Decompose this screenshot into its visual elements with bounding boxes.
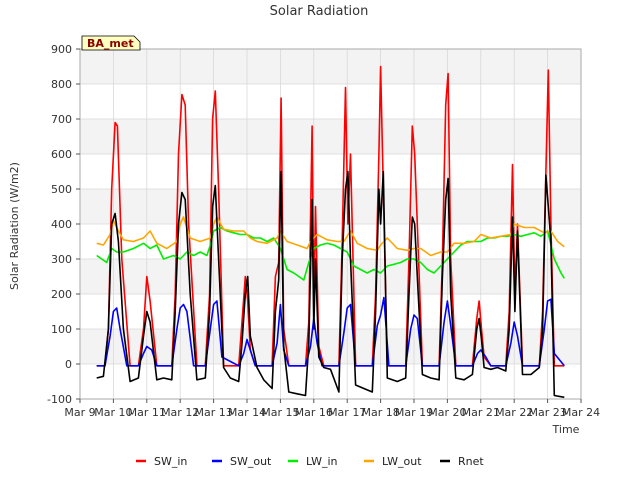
y-tick-label: 900	[51, 43, 72, 56]
grid-band	[80, 329, 581, 364]
grid-band	[80, 49, 581, 84]
x-tick-label: Mar 10	[94, 406, 132, 419]
legend: SW_in SW_out LW_in LW_out Rnet	[136, 455, 484, 468]
y-tick-label: 200	[51, 288, 72, 301]
x-tick-label: Mar 13	[194, 406, 232, 419]
station-badge: BA_met	[81, 35, 141, 51]
x-tick-label: Mar 18	[361, 406, 399, 419]
chart-title: Solar Radiation	[270, 4, 369, 19]
x-tick-label: Mar 17	[328, 406, 366, 419]
x-tick-label: Mar 19	[395, 406, 433, 419]
x-tick-label: Mar 20	[428, 406, 466, 419]
y-tick-label: 100	[51, 323, 72, 336]
x-tick-label: Mar 23	[528, 406, 566, 419]
x-tick-label: Mar 11	[128, 406, 166, 419]
series-lines	[96, 65, 565, 399]
legend-label-sw-out: SW_out	[230, 455, 272, 468]
legend-label-lw-out: LW_out	[382, 455, 422, 468]
y-axis-label: Solar Radiation (W/m2)	[8, 162, 21, 290]
x-tick-label: Mar 21	[462, 406, 500, 419]
series-line-lw-out	[96, 216, 565, 257]
y-tick-label: 700	[51, 113, 72, 126]
y-tick-label: -100	[47, 393, 72, 406]
series-line-rnet	[96, 170, 565, 399]
x-tick-label: Mar 24	[562, 406, 600, 419]
grid-band	[80, 119, 581, 154]
x-tick-label: Mar 22	[495, 406, 533, 419]
x-tick-label: Mar 16	[295, 406, 333, 419]
legend-label-lw-in: LW_in	[306, 455, 338, 468]
grid-band	[80, 189, 581, 224]
legend-label-sw-in: SW_in	[154, 455, 187, 468]
y-tick-label: 0	[65, 358, 72, 371]
x-tick-label: Mar 12	[161, 406, 199, 419]
x-axis-label: Time	[552, 423, 580, 436]
y-tick-label: 400	[51, 218, 72, 231]
x-tick-label: Mar 15	[261, 406, 299, 419]
y-tick-label: 800	[51, 78, 72, 91]
series-line-lw-in	[96, 226, 565, 281]
y-tick-label: 500	[51, 183, 72, 196]
badge-label: BA_met	[87, 37, 134, 50]
x-tick-label: Mar 9	[64, 406, 95, 419]
y-axis-ticks: -100 0 100 200 300 400 500 600 700 800 900	[47, 43, 80, 406]
x-tick-label: Mar 14	[228, 406, 266, 419]
grid-band	[80, 259, 581, 294]
y-tick-label: 600	[51, 148, 72, 161]
legend-label-rnet: Rnet	[458, 455, 484, 468]
y-tick-label: 300	[51, 253, 72, 266]
